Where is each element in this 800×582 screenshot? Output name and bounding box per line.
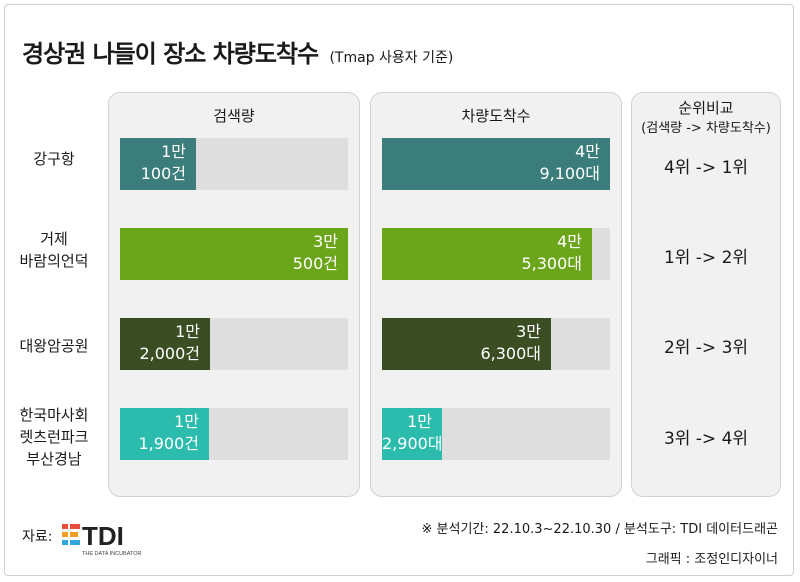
- arrival-track-1: 4만 5,300대: [382, 228, 610, 280]
- search-bar-label-2-line2: 2,000건: [139, 344, 200, 363]
- analysis-note: ※ 분석기간: 22.10.3~22.10.30 / 분석도구: TDI 데이터…: [421, 522, 778, 537]
- arrival-bar-3: 1만 2,900대: [382, 408, 443, 460]
- arrival-bar-label-1-line1: 4만: [557, 232, 582, 251]
- arrivals-panel: 차량도착수 4만 9,100대 4만 5,300대 3만 6,300대 1만 2,900대: [370, 92, 622, 497]
- row-label-0: 강구항: [33, 150, 75, 168]
- search-panel: 검색량 1만 100건 3만 500건 1만 2,000건 1만 1,900건: [108, 92, 360, 497]
- arrival-bar-label-2-line2: 6,300대: [480, 344, 541, 363]
- graphic-credit: 그래픽 : 조정인디자이너: [645, 552, 778, 567]
- search-bar-label-3-line2: 1,900건: [138, 434, 199, 453]
- subtitle-text: (Tmap 사용자 기준): [329, 50, 454, 66]
- arrival-bar-2: 3만 6,300대: [382, 318, 551, 370]
- search-panel-header: 검색량: [213, 107, 255, 125]
- search-bar-2: 1만 2,000건: [120, 318, 210, 370]
- arrival-bar-1: 4만 5,300대: [382, 228, 592, 280]
- arrival-bar-0: 4만 9,100대: [382, 138, 610, 190]
- rank-panel-subheader: (검색량 -> 차량도착수): [641, 121, 771, 136]
- search-track-1: 3만 500건: [120, 228, 348, 280]
- search-track-0: 1만 100건: [120, 138, 348, 190]
- row-label-2: 대왕암공원: [19, 337, 89, 355]
- search-bar-0: 1만 100건: [120, 138, 196, 190]
- tdi-logo: TDI THE DATA INCUBATOR: [62, 520, 172, 560]
- chart-frame: [4, 4, 794, 576]
- search-bar-label-3-line1: 1만: [174, 412, 199, 431]
- chart-title: 경상권 나들이 장소 차량도착수 (Tmap 사용자 기준): [22, 34, 453, 69]
- rank-panel-header: 순위비교: [678, 99, 734, 117]
- rank-1: 1위 -> 2위: [663, 248, 749, 268]
- arrival-track-3: 1만 2,900대: [382, 408, 610, 460]
- title-text: 경상권 나들이 장소 차량도착수: [22, 40, 319, 68]
- search-bar-label-1-line1: 3만: [313, 232, 338, 251]
- arrival-bar-label-3-line1: 1만: [407, 412, 432, 431]
- arrival-track-0: 4만 9,100대: [382, 138, 610, 190]
- arrival-bar-label-1-line2: 5,300대: [521, 254, 582, 273]
- source-label: 자료:: [22, 529, 53, 545]
- rank-3: 3위 -> 4위: [663, 429, 749, 449]
- search-bar-3: 1만 1,900건: [120, 408, 209, 460]
- rank-0: 4위 -> 1위: [663, 158, 749, 178]
- search-bar-label-0-line2: 100건: [140, 164, 186, 183]
- search-track-3: 1만 1,900건: [120, 408, 348, 460]
- svg-text:THE DATA INCUBATOR: THE DATA INCUBATOR: [82, 551, 142, 557]
- row-label-1: 거제 바람의언덕: [19, 230, 89, 270]
- search-bar-1: 3만 500건: [120, 228, 348, 280]
- arrival-track-2: 3만 6,300대: [382, 318, 610, 370]
- svg-text:TDI: TDI: [82, 521, 124, 551]
- search-bar-label-1-line2: 500건: [292, 254, 338, 273]
- rank-panel: 순위비교 (검색량 -> 차량도착수) 4위 -> 1위 1위 -> 2위 2위…: [631, 92, 781, 497]
- arrival-bar-label-0-line1: 4만: [575, 142, 600, 161]
- arrival-bar-label-0-line2: 9,100대: [539, 164, 600, 183]
- arrivals-panel-header: 차량도착수: [461, 107, 531, 125]
- arrival-bar-label-2-line1: 3만: [516, 322, 541, 341]
- rank-2: 2위 -> 3위: [663, 338, 749, 358]
- arrival-bar-label-3-line2: 2,900대: [382, 434, 443, 453]
- search-bar-label-2-line1: 1만: [175, 322, 200, 341]
- search-bar-label-0-line1: 1만: [161, 142, 186, 161]
- row-label-3: 한국마사회 렛츠런파크 부산경남: [19, 406, 89, 468]
- search-track-2: 1만 2,000건: [120, 318, 348, 370]
